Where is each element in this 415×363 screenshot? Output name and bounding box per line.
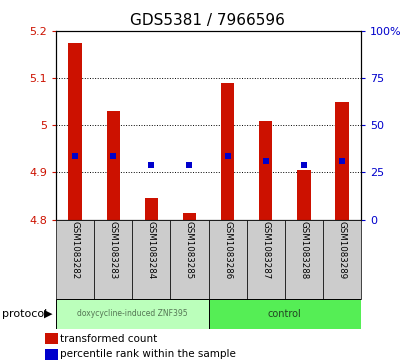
- Bar: [45, 349, 58, 360]
- Bar: [183, 212, 196, 220]
- Bar: [285, 220, 323, 299]
- Bar: [335, 102, 349, 220]
- Bar: [56, 220, 94, 299]
- Text: percentile rank within the sample: percentile rank within the sample: [61, 349, 237, 359]
- Bar: [221, 83, 234, 220]
- Text: GSM1083285: GSM1083285: [185, 221, 194, 280]
- Bar: [94, 220, 132, 299]
- Bar: [297, 170, 310, 220]
- Bar: [171, 220, 209, 299]
- Bar: [68, 42, 82, 220]
- Text: protocol: protocol: [2, 309, 47, 319]
- Text: GSM1083287: GSM1083287: [261, 221, 270, 280]
- Bar: [323, 220, 361, 299]
- Text: GSM1083283: GSM1083283: [109, 221, 118, 280]
- Text: GDS5381 / 7966596: GDS5381 / 7966596: [130, 13, 285, 28]
- Text: GSM1083284: GSM1083284: [147, 221, 156, 280]
- Text: GSM1083286: GSM1083286: [223, 221, 232, 280]
- Text: GSM1083289: GSM1083289: [337, 221, 347, 280]
- Bar: [56, 299, 209, 329]
- Text: GSM1083282: GSM1083282: [71, 221, 80, 280]
- Text: transformed count: transformed count: [61, 334, 158, 344]
- Bar: [132, 220, 171, 299]
- Text: GSM1083288: GSM1083288: [299, 221, 308, 280]
- Bar: [145, 198, 158, 220]
- Bar: [209, 299, 361, 329]
- Text: control: control: [268, 309, 302, 319]
- Bar: [247, 220, 285, 299]
- Bar: [45, 333, 58, 344]
- Text: ▶: ▶: [44, 309, 52, 319]
- Bar: [259, 121, 272, 220]
- Bar: [107, 111, 120, 220]
- Bar: [209, 220, 247, 299]
- Text: doxycycline-induced ZNF395: doxycycline-induced ZNF395: [77, 310, 188, 318]
